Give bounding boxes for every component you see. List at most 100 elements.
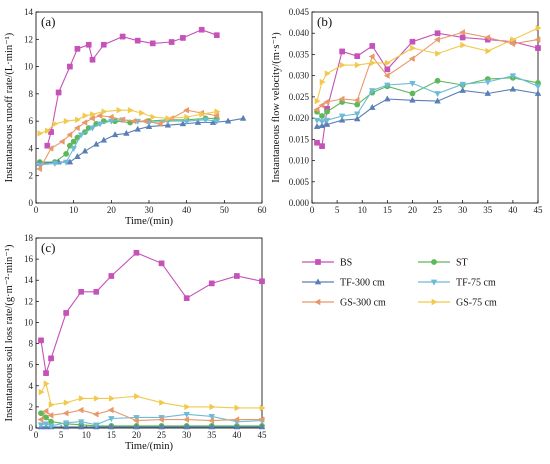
series-line (46, 29, 217, 146)
data-point (96, 121, 104, 128)
data-point (434, 91, 441, 98)
data-point (459, 29, 465, 36)
series-line (40, 409, 262, 422)
data-point (48, 355, 54, 362)
data-point (130, 117, 137, 125)
data-point (485, 47, 492, 55)
data-point (38, 388, 45, 396)
data-point (139, 109, 146, 117)
data-point (134, 393, 141, 400)
series-line (316, 31, 539, 111)
data-point (168, 39, 175, 45)
data-point (111, 131, 119, 138)
data-point (107, 406, 114, 414)
data-point (183, 118, 190, 125)
x-axis-label: Time/(min) (125, 216, 174, 227)
legend-label: GS-300 cm (340, 298, 386, 309)
data-point (318, 122, 326, 129)
data-point (434, 77, 441, 84)
data-point (313, 106, 320, 113)
y-tick-label: 8 (29, 339, 34, 349)
data-point (319, 78, 326, 86)
series-bs (38, 249, 265, 376)
x-tick-label: 20 (107, 205, 117, 215)
data-point (63, 117, 70, 125)
data-point (369, 59, 376, 67)
data-point (233, 416, 240, 423)
data-point (184, 113, 191, 121)
data-point (234, 404, 241, 412)
series-gs-75-cm (38, 380, 266, 412)
data-point (38, 337, 44, 344)
data-point (183, 295, 190, 302)
chart-panel-1: 0 10 20 30 40 50 60 0 2 4 6 8 10 12 14 (a) Time/(min) Ins… (4, 7, 267, 227)
data-point (132, 417, 139, 424)
data-point (108, 416, 115, 423)
data-point (368, 88, 376, 95)
data-point (158, 423, 165, 430)
x-tick-label: 25 (157, 430, 167, 440)
data-point (259, 404, 266, 412)
x-tick-label: 50 (220, 205, 230, 215)
y-tick-label: 0.000 (289, 198, 310, 208)
data-point (43, 370, 49, 376)
data-point (42, 407, 49, 415)
data-point (338, 113, 346, 120)
data-point (89, 125, 96, 132)
data-point (47, 423, 55, 430)
y-tick-label: 14 (24, 275, 34, 285)
data-point (319, 143, 325, 149)
data-point (78, 288, 85, 295)
data-point (180, 35, 186, 41)
data-point (213, 118, 221, 125)
data-point (134, 125, 141, 132)
data-point (535, 45, 541, 51)
series-gs-300-cm (36, 106, 220, 173)
data-point (353, 97, 360, 104)
data-point (384, 95, 391, 102)
data-point (108, 118, 115, 125)
data-point (459, 81, 466, 88)
data-point (319, 113, 325, 119)
data-point (509, 85, 517, 92)
data-point (318, 102, 325, 109)
y-tick-label: 0.040 (289, 28, 310, 38)
data-point (460, 41, 467, 49)
legend-item: GS-75 cm (418, 298, 497, 309)
data-point (81, 119, 88, 126)
series-line (39, 119, 217, 166)
data-point (63, 150, 70, 157)
data-point (353, 115, 361, 122)
data-point (224, 117, 232, 124)
data-point (409, 96, 416, 103)
data-point (62, 423, 70, 430)
data-point (88, 115, 95, 122)
data-point (85, 41, 92, 48)
series-st (314, 74, 541, 119)
data-point (213, 32, 220, 39)
y-tick-label: 16 (24, 254, 34, 264)
data-point (208, 423, 216, 430)
plot-frame (35, 237, 263, 429)
data-point (63, 399, 70, 406)
data-point (385, 59, 391, 67)
series-bs (314, 30, 541, 149)
data-point (354, 61, 361, 69)
data-point (63, 310, 69, 316)
data-point (78, 395, 85, 402)
data-point (410, 44, 417, 52)
data-point (409, 90, 416, 97)
y-tick-label: 14 (24, 7, 34, 17)
y-axis-label: Instantaneous flow velocity/(m·s⁻¹) (271, 32, 282, 183)
y-tick-label: 18 (24, 233, 34, 243)
data-point (183, 106, 189, 114)
legend-marker (314, 298, 321, 306)
x-tick-label: 35 (483, 205, 493, 215)
data-point (92, 422, 100, 429)
data-point (81, 147, 89, 154)
data-point (55, 89, 62, 96)
series-tf-75-cm (313, 73, 542, 126)
data-point (123, 129, 130, 136)
data-point (77, 419, 85, 426)
